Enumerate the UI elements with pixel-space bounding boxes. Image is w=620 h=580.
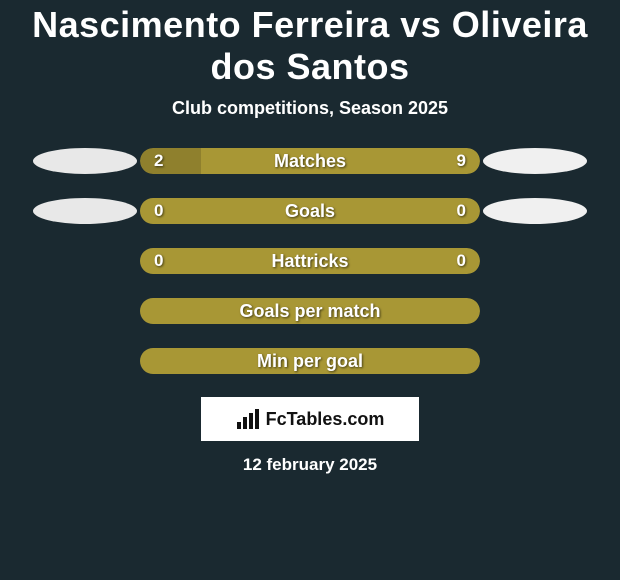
stat-bar: Goals per match: [140, 298, 480, 324]
bars-icon: [236, 408, 262, 430]
stat-row: 29Matches: [0, 147, 620, 175]
page-title: Nascimento Ferreira vs Oliveira dos Sant…: [0, 4, 620, 88]
stat-bar: Min per goal: [140, 348, 480, 374]
player-avatar-right: [483, 148, 587, 174]
avatar-slot-right: [480, 198, 590, 224]
bar-segment-right: [140, 348, 480, 374]
avatar-slot-right: [480, 148, 590, 174]
avatar-slot-left: [30, 148, 140, 174]
stat-bar: 00Hattricks: [140, 248, 480, 274]
stat-row: 00Goals: [0, 197, 620, 225]
stat-rows: 29Matches 00Goals 00Hattricks Goals per mat…: [0, 147, 620, 375]
player-avatar-left: [33, 148, 137, 174]
player-avatar-left: [33, 198, 137, 224]
stat-row: 00Hattricks: [0, 247, 620, 275]
logo-text: FcTables.com: [266, 409, 385, 430]
bar-segment-left: [140, 148, 201, 174]
bar-segment-right: [201, 148, 480, 174]
stat-row: Goals per match: [0, 297, 620, 325]
bar-segment-right: [140, 198, 480, 224]
avatar-slot-left: [30, 198, 140, 224]
bar-segment-right: [140, 298, 480, 324]
comparison-card: Nascimento Ferreira vs Oliveira dos Sant…: [0, 0, 620, 475]
stat-bar: 00Goals: [140, 198, 480, 224]
bar-segment-right: [140, 248, 480, 274]
stat-bar: 29Matches: [140, 148, 480, 174]
date-text: 12 february 2025: [0, 455, 620, 475]
source-logo[interactable]: FcTables.com: [201, 397, 419, 441]
stat-row: Min per goal: [0, 347, 620, 375]
subtitle: Club competitions, Season 2025: [0, 98, 620, 119]
player-avatar-right: [483, 198, 587, 224]
